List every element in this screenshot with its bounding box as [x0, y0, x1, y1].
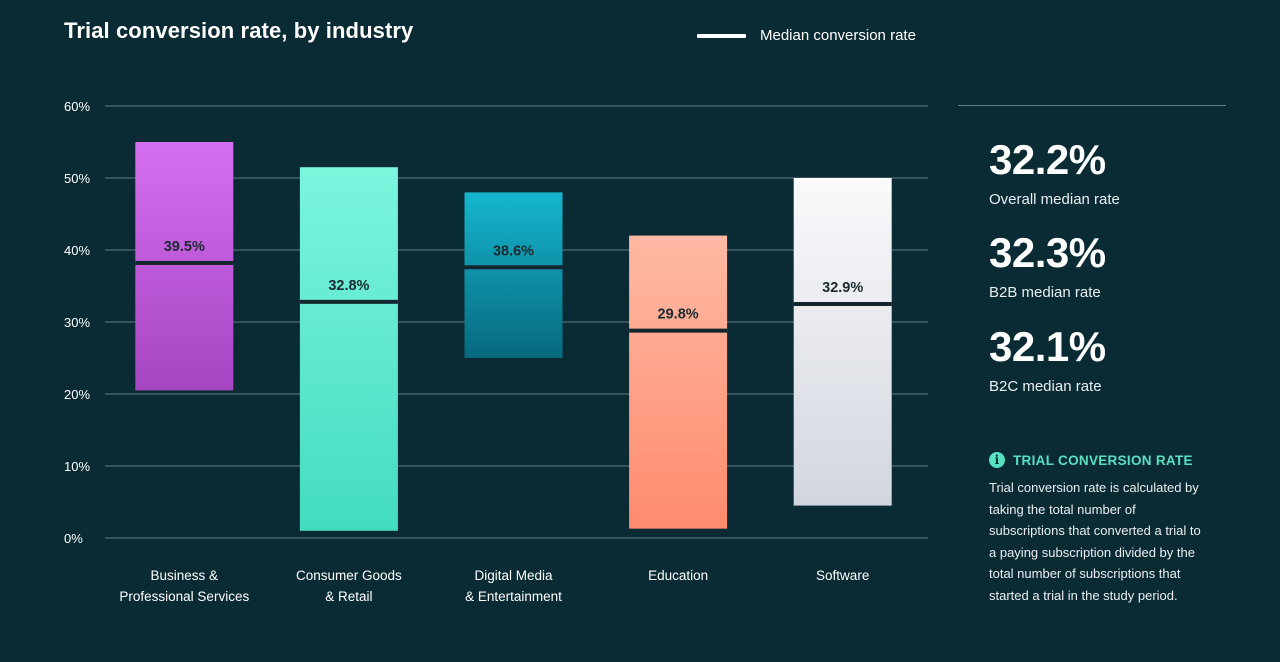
- median-value-label: 38.6%: [493, 243, 534, 259]
- range-bar: [135, 142, 234, 391]
- stat-b2b: 32.3% B2B median rate: [989, 229, 1106, 302]
- info-heading: i TRIAL CONVERSION RATE: [989, 452, 1193, 468]
- median-value-label: 39.5%: [164, 239, 205, 255]
- y-tick-label: 20%: [64, 387, 90, 402]
- stat-value: 32.1%: [989, 323, 1106, 370]
- stats-divider: [958, 105, 1226, 106]
- y-tick-label: 30%: [64, 315, 90, 330]
- legend-label: Median conversion rate: [760, 27, 916, 44]
- median-line: [793, 302, 892, 306]
- x-category-label: & Retail: [325, 589, 372, 604]
- x-category-label: Consumer Goods: [296, 568, 402, 583]
- info-icon: i: [989, 452, 1005, 468]
- range-bar-chart: 0% 10% 20% 30% 40% 50% 60% 39.5% Business & Profe…: [64, 99, 928, 604]
- x-category-label: Software: [816, 568, 869, 583]
- y-tick-label: 50%: [64, 171, 90, 186]
- stat-label: B2B median rate: [989, 284, 1101, 301]
- stat-overall: 32.2% Overall median rate: [989, 136, 1120, 209]
- median-value-label: 29.8%: [658, 307, 699, 323]
- stat-value: 32.3%: [989, 229, 1106, 276]
- legend: Median conversion rate: [697, 27, 916, 44]
- stat-label: Overall median rate: [989, 191, 1120, 208]
- x-category-label: Business &: [151, 568, 219, 583]
- median-line: [299, 299, 398, 304]
- x-category-label: Education: [648, 568, 708, 583]
- y-tick-label: 0%: [64, 531, 83, 546]
- stat-b2c: 32.1% B2C median rate: [989, 323, 1106, 396]
- info-description: Trial conversion rate is calculated by t…: [989, 480, 1201, 603]
- median-line: [464, 265, 563, 270]
- range-bar: [629, 235, 728, 529]
- range-bar: [464, 192, 563, 358]
- x-category-label: & Entertainment: [465, 589, 562, 604]
- y-tick-label: 10%: [64, 459, 90, 474]
- stat-value: 32.2%: [989, 136, 1106, 183]
- legend-median-swatch: [697, 33, 746, 38]
- median-line: [135, 260, 234, 265]
- range-bar: [793, 178, 892, 506]
- y-tick-label: 40%: [64, 243, 90, 258]
- median-value-label: 32.8%: [328, 278, 369, 294]
- info-heading-text: TRIAL CONVERSION RATE: [1013, 452, 1193, 468]
- stat-label: B2C median rate: [989, 378, 1102, 395]
- x-category-label: Professional Services: [119, 589, 249, 604]
- y-tick-label: 60%: [64, 99, 90, 114]
- x-category-label: Digital Media: [474, 568, 553, 583]
- range-bar: [299, 167, 398, 531]
- median-value-label: 32.9%: [822, 280, 863, 296]
- median-line: [629, 328, 728, 333]
- chart-title: Trial conversion rate, by industry: [64, 18, 414, 43]
